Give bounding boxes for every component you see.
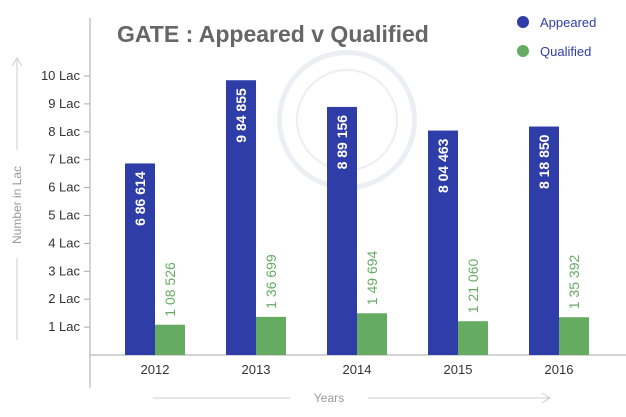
legend: Appeared Qualified bbox=[517, 15, 596, 59]
y-tick-label: 6 Lac bbox=[48, 180, 80, 195]
x-tick-label: 2012 bbox=[141, 362, 170, 377]
y-tick-label: 8 Lac bbox=[48, 124, 80, 139]
y-axis-title-arrowhead bbox=[11, 57, 23, 67]
y-tick-label: 1 Lac bbox=[48, 319, 80, 334]
bar-qualified-2015 bbox=[458, 321, 488, 355]
bar-labels: 6 86 614 9 84 855 8 89 156 8 04 463 8 18 850… bbox=[132, 88, 582, 317]
x-tick-label: 2014 bbox=[343, 362, 372, 377]
y-axis-ticks: 1 Lac 2 Lac 3 Lac 4 Lac 5 Lac 6 Lac 7 Lac 8 Lac… bbox=[41, 68, 90, 334]
legend-swatch-qualified bbox=[517, 45, 529, 57]
x-axis-label: Years bbox=[314, 391, 344, 405]
bar-qualified-2012 bbox=[155, 324, 185, 355]
y-tick-label: 7 Lac bbox=[48, 152, 80, 167]
y-axis-label: Number in Lac bbox=[10, 166, 24, 244]
x-axis-title: Years bbox=[153, 391, 551, 405]
x-tick-label: 2015 bbox=[444, 362, 473, 377]
data-label-appeared-2013: 9 84 855 bbox=[233, 88, 249, 143]
data-label-qualified-2014: 1 49 694 bbox=[364, 251, 380, 306]
data-label-appeared-2016: 8 18 850 bbox=[536, 134, 552, 189]
x-axis-title-arrowhead bbox=[541, 392, 551, 404]
legend-label-appeared: Appeared bbox=[540, 15, 596, 30]
bar-appeared-2016 bbox=[529, 126, 559, 355]
y-tick-label: 3 Lac bbox=[48, 263, 80, 278]
data-label-appeared-2012: 6 86 614 bbox=[132, 171, 148, 226]
data-label-appeared-2014: 8 89 156 bbox=[334, 115, 350, 170]
bar-qualified-2013 bbox=[256, 316, 286, 355]
bar-qualified-2014 bbox=[357, 313, 387, 355]
x-tick-label: 2013 bbox=[242, 362, 271, 377]
data-label-qualified-2013: 1 36 699 bbox=[263, 254, 279, 309]
bar-qualified-2016 bbox=[559, 317, 589, 355]
data-label-qualified-2012: 1 08 526 bbox=[162, 262, 178, 317]
y-tick-label: 9 Lac bbox=[48, 96, 80, 111]
legend-label-qualified: Qualified bbox=[540, 44, 591, 59]
bar-appeared-2013 bbox=[226, 80, 256, 355]
data-label-qualified-2015: 1 21 060 bbox=[465, 259, 481, 314]
y-axis-title: Number in Lac bbox=[10, 57, 24, 340]
y-tick-label: 4 Lac bbox=[48, 235, 80, 250]
bars bbox=[125, 80, 589, 355]
bar-appeared-2012 bbox=[125, 163, 155, 355]
x-axis-ticks: 2012 2013 2014 2015 2016 bbox=[141, 362, 574, 377]
y-tick-label: 5 Lac bbox=[48, 208, 80, 223]
y-tick-label: 10 Lac bbox=[41, 68, 81, 83]
bar-appeared-2015 bbox=[428, 130, 458, 355]
data-label-appeared-2015: 8 04 463 bbox=[435, 138, 451, 193]
chart-title: GATE : Appeared v Qualified bbox=[117, 21, 429, 47]
data-label-qualified-2016: 1 35 392 bbox=[566, 255, 582, 310]
y-tick-label: 2 Lac bbox=[48, 291, 80, 306]
legend-swatch-appeared bbox=[517, 16, 529, 28]
bar-appeared-2014 bbox=[327, 106, 357, 355]
x-tick-label: 2016 bbox=[545, 362, 574, 377]
